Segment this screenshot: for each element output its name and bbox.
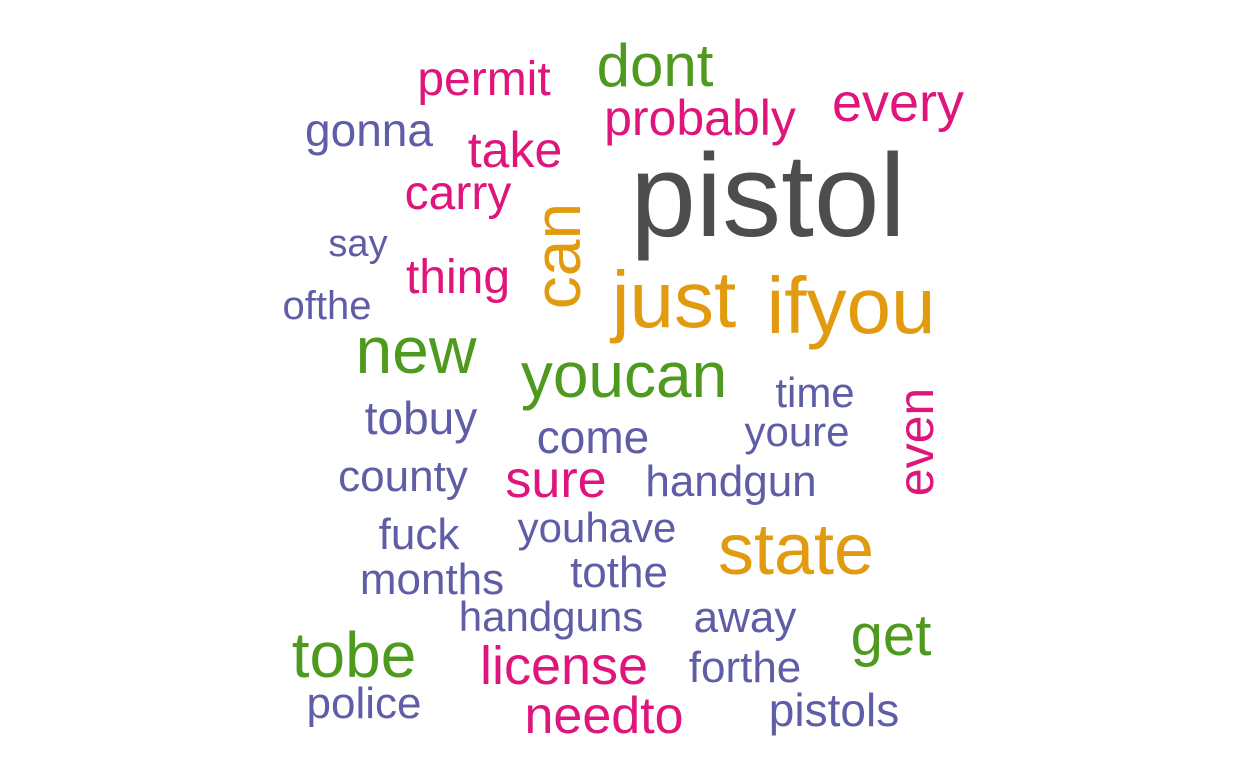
word-away: away [693, 593, 797, 642]
word-probably: probably [604, 90, 796, 146]
word-even: even [888, 387, 944, 497]
word-gonna: gonna [305, 104, 433, 156]
word-carry: carry [404, 167, 512, 220]
word-ifyou: ifyou [766, 261, 936, 350]
word-get: get [850, 603, 932, 668]
word-youre: youre [744, 408, 850, 455]
word-youhave: youhave [517, 504, 677, 551]
word-tobe: tobe [291, 619, 417, 691]
word-forthe: forthe [688, 643, 802, 692]
word-state: state [717, 510, 875, 590]
word-take: take [467, 122, 563, 178]
word-thing: thing [405, 251, 511, 304]
word-just: just [611, 255, 737, 344]
word-handgun: handgun [645, 457, 817, 506]
word-new: new [355, 313, 477, 387]
word-say: say [328, 223, 388, 265]
word-police: police [306, 679, 422, 728]
word-ofthe: ofthe [282, 284, 372, 328]
word-time: time [775, 369, 855, 416]
word-pistols: pistols [768, 684, 900, 736]
word-tobuy: tobuy [364, 392, 478, 444]
word-tothe: tothe [570, 548, 668, 597]
word-dont: dont [596, 32, 714, 99]
word-needto: needto [524, 687, 684, 745]
word-every: every [831, 73, 965, 133]
word-license: license [479, 636, 649, 696]
word-sure: sure [505, 451, 607, 509]
word-county: county [338, 452, 468, 501]
word-months: months [359, 555, 505, 604]
word-youcan: youcan [520, 339, 728, 411]
word-come: come [536, 411, 650, 463]
word-can: can [520, 202, 594, 310]
word-fuck: fuck [378, 510, 460, 559]
word-permit: permit [417, 53, 551, 106]
word-handguns: handguns [458, 593, 644, 640]
word-pistol: pistol [630, 130, 906, 262]
